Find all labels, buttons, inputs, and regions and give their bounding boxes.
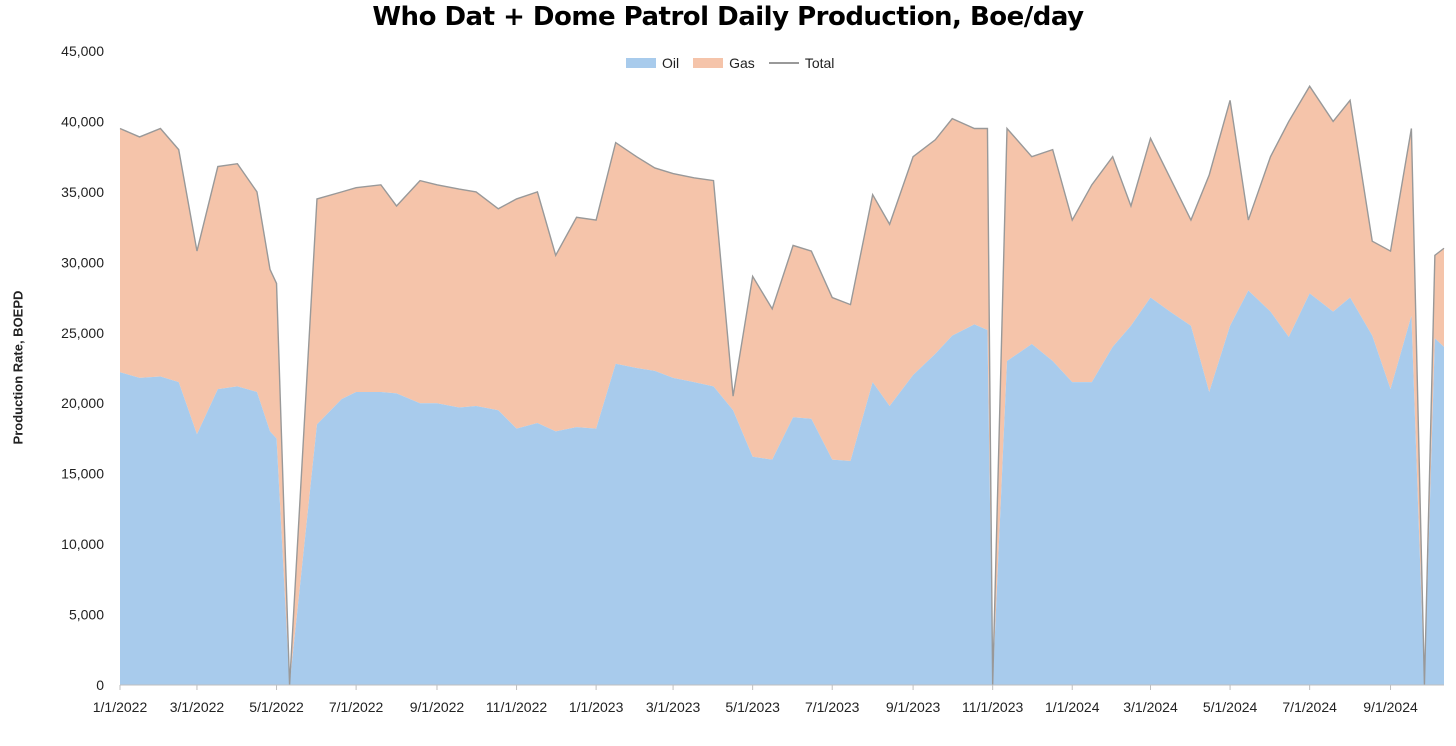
y-tick-label: 0 xyxy=(96,677,104,693)
legend-item-total: Total xyxy=(768,55,835,71)
y-tick-label: 35,000 xyxy=(61,184,104,200)
x-tick-label: 9/1/2022 xyxy=(410,699,465,715)
y-tick-label: 30,000 xyxy=(61,254,104,270)
legend-label-total: Total xyxy=(804,55,835,71)
legend-item-oil: Oil xyxy=(626,55,679,71)
x-tick-label: 5/1/2024 xyxy=(1203,699,1258,715)
y-tick-label: 45,000 xyxy=(61,43,104,59)
x-tick-label: 5/1/2023 xyxy=(725,699,780,715)
y-tick-label: 10,000 xyxy=(61,536,104,552)
x-tick-label: 1/1/2022 xyxy=(93,699,148,715)
x-tick-label: 1/1/2024 xyxy=(1045,699,1100,715)
x-tick-label: 11/1/2022 xyxy=(486,699,547,715)
x-tick-label: 9/1/2024 xyxy=(1363,699,1418,715)
y-tick-label: 20,000 xyxy=(61,395,104,411)
x-tick-label: 3/1/2023 xyxy=(646,699,701,715)
y-tick-label: 40,000 xyxy=(61,113,104,129)
x-tick-label: 1/1/2023 xyxy=(569,699,624,715)
y-tick-label: 25,000 xyxy=(61,325,104,341)
chart-legend: Oil Gas Total xyxy=(626,54,834,72)
x-tick-label: 9/1/2023 xyxy=(886,699,941,715)
legend-swatch-gas xyxy=(693,58,724,68)
gas-area xyxy=(120,86,1444,685)
total-line xyxy=(119,84,1445,686)
legend-swatch-total xyxy=(768,62,799,64)
chart-title: Who Dat + Dome Patrol Daily Production, … xyxy=(372,2,1084,32)
oil-area xyxy=(120,290,1444,685)
y-tick-label: 15,000 xyxy=(61,466,104,482)
legend-swatch-oil xyxy=(626,58,656,68)
x-tick-label: 7/1/2023 xyxy=(805,699,860,715)
y-tick-label: 5,000 xyxy=(69,607,104,623)
legend-label-oil: Oil xyxy=(662,55,680,71)
legend-item-gas: Gas xyxy=(693,55,755,71)
x-tick-label: 5/1/2022 xyxy=(249,699,304,715)
x-tick-label: 3/1/2022 xyxy=(170,699,225,715)
x-tick-label: 11/1/2023 xyxy=(962,699,1023,715)
x-tick-label: 7/1/2024 xyxy=(1282,699,1337,715)
x-tick-label: 7/1/2022 xyxy=(329,699,384,715)
legend-label-gas: Gas xyxy=(729,55,755,71)
x-tick-label: 3/1/2024 xyxy=(1123,699,1178,715)
